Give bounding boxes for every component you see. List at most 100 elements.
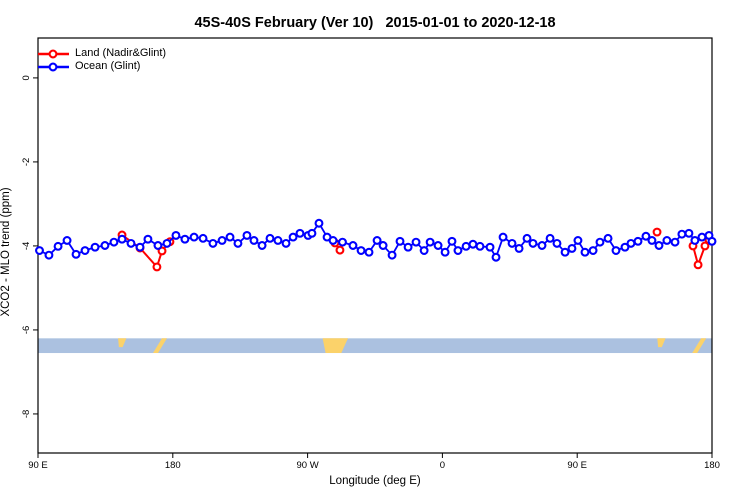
legend: Land (Nadir&Glint) Ocean (Glint) — [38, 47, 166, 73]
ocean-point — [100, 241, 110, 250]
new-zealand-right-land — [692, 338, 707, 353]
ocean-point — [468, 239, 478, 249]
ocean-point — [654, 241, 664, 250]
ocean-point — [552, 238, 562, 248]
ocean-point — [126, 238, 136, 248]
ocean-point — [189, 232, 199, 242]
ocean-point — [447, 236, 457, 246]
y-tick-label: -2 — [21, 158, 32, 166]
ocean-point — [90, 242, 100, 252]
ocean-point — [603, 233, 613, 243]
ocean-point — [35, 246, 44, 255]
ocean-point — [545, 233, 555, 243]
y-tick-label: -4 — [21, 242, 32, 250]
ocean-point — [273, 236, 283, 245]
ocean-point — [588, 246, 598, 255]
x-tick-label: 180 — [704, 460, 720, 471]
ocean-point — [372, 236, 382, 245]
new-zealand-left-land — [153, 338, 167, 353]
x-tick-label: 90 W — [297, 460, 319, 471]
ocean-point — [378, 241, 388, 250]
ocean-point — [498, 232, 508, 242]
ocean-point — [307, 228, 317, 238]
ocean-point — [403, 242, 413, 252]
ocean-point — [198, 233, 208, 243]
ocean-point — [560, 247, 570, 257]
x-tick-label: 90 E — [28, 460, 48, 471]
ocean-point — [265, 233, 275, 243]
legend-item: Ocean (Glint) — [38, 60, 166, 73]
ocean-point — [208, 238, 218, 248]
ocean-point — [53, 241, 63, 251]
ocean-point — [153, 241, 163, 250]
ocean-point — [514, 243, 524, 253]
land-point — [152, 262, 162, 272]
ocean-point — [217, 236, 227, 245]
ocean-point — [387, 250, 397, 260]
ocean-point — [611, 246, 621, 255]
chart-title: 45S-40S February (Ver 10) 2015-01-01 to … — [194, 15, 556, 31]
land-point — [693, 260, 703, 270]
ocean-point — [684, 228, 694, 238]
ocean-point — [440, 247, 450, 257]
ocean-point — [433, 241, 443, 250]
ocean-point — [135, 242, 145, 252]
ocean-point — [143, 234, 153, 244]
ocean-point — [233, 238, 243, 248]
ocean-point — [44, 250, 54, 260]
legend-label: Land (Nadir&Glint) — [75, 47, 167, 59]
x-tick-label: 0 — [440, 460, 445, 471]
ocean-point — [707, 236, 717, 246]
ocean-point — [288, 232, 298, 242]
ocean-point — [662, 236, 672, 245]
y-axis-title: XCO2 - MLO trend (ppm) — [0, 187, 12, 317]
ocean-point — [180, 234, 190, 244]
ocean-point — [281, 238, 291, 248]
ocean-point — [171, 230, 181, 240]
ocean-point — [249, 236, 259, 245]
ocean-point — [257, 241, 267, 250]
land-point — [700, 241, 710, 251]
ocean-point — [633, 236, 643, 246]
ocean-point — [507, 238, 517, 248]
ocean-point — [295, 228, 305, 238]
ocean-point — [537, 241, 547, 250]
land-point — [335, 245, 345, 255]
ocean-point — [620, 242, 630, 252]
ocean-point — [677, 229, 687, 239]
ocean-point — [697, 232, 707, 242]
ocean-point — [690, 236, 700, 245]
ocean-point — [109, 237, 119, 247]
legend-label: Ocean (Glint) — [75, 60, 141, 72]
y-tick-label: -6 — [21, 326, 32, 334]
legend-marker-icon — [38, 62, 69, 71]
ocean-band — [38, 338, 712, 354]
ocean-point — [641, 231, 651, 241]
ocean-point — [80, 246, 90, 255]
ocean-point — [117, 234, 127, 244]
ocean-point — [670, 237, 680, 247]
ocean-point — [411, 237, 421, 247]
ocean-point — [647, 236, 657, 245]
x-tick-label: 90 E — [567, 460, 587, 471]
ocean-point — [573, 236, 583, 245]
south-america-land — [322, 338, 348, 353]
y-tick-label: -8 — [21, 410, 32, 418]
ocean-point — [364, 247, 374, 257]
tasmania-right-land — [657, 338, 666, 348]
ocean-point — [475, 241, 485, 251]
ocean-point — [225, 232, 235, 242]
ocean-point — [62, 236, 72, 245]
ocean-point — [580, 247, 590, 257]
x-axis-title: Longitude (deg E) — [329, 475, 421, 487]
ocean-point — [461, 241, 471, 251]
ocean-point — [453, 246, 463, 255]
tasmania-left-land — [118, 338, 127, 348]
ocean-point — [419, 246, 429, 255]
ocean-point — [348, 241, 358, 250]
ocean-point — [162, 238, 172, 248]
legend-item: Land (Nadir&Glint) — [38, 47, 166, 60]
ocean-point — [328, 236, 338, 245]
y-tick-label: 0 — [21, 75, 32, 80]
